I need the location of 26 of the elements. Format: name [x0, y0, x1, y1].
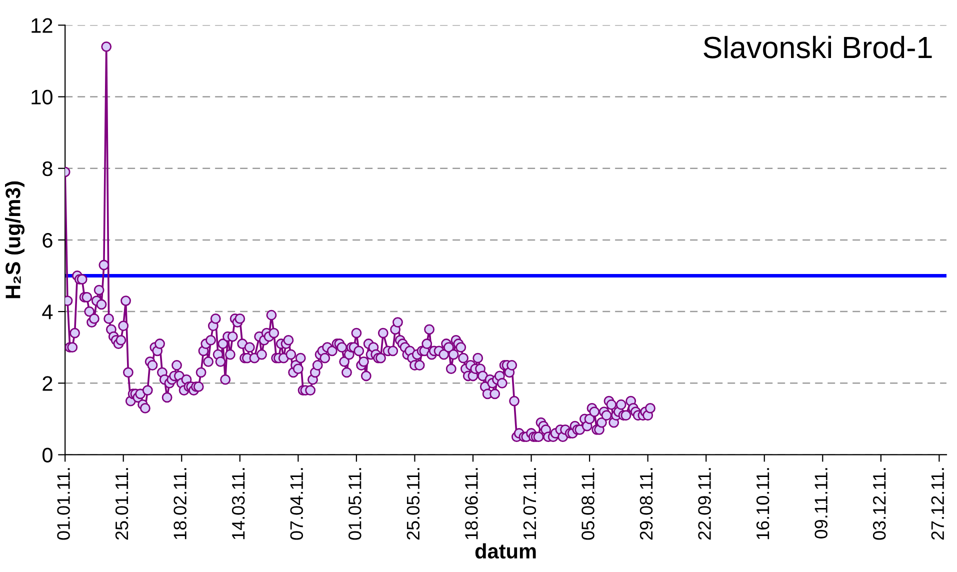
y-tick-label: 0: [42, 448, 52, 462]
y-tick-label: 8: [42, 161, 52, 176]
x-tick-label: 12.07.11.: [523, 468, 536, 540]
x-tick-label: 01.01.11.: [57, 468, 70, 540]
y-axis-title: H₂S (ug/m3): [5, 181, 25, 298]
y-tick-label: 6: [42, 232, 52, 248]
x-tick-label: 14.03.11.: [232, 468, 245, 540]
x-tick-label: 16.10.11.: [756, 468, 770, 540]
x-axis-title: datum: [475, 543, 536, 559]
x-tick-label: 01.05.11.: [348, 468, 362, 540]
chart-title: Slavonski Brod-1: [704, 36, 932, 58]
x-tick-label: 22.09.11.: [698, 468, 711, 540]
x-tick-label: 05.08.11.: [582, 468, 594, 540]
x-tick-label: 03.12.11.: [872, 468, 886, 540]
x-tick-label: 09.11.11.: [814, 468, 828, 538]
x-tick-label: 07.04.11.: [290, 468, 304, 540]
y-tick-label: 4: [42, 304, 53, 320]
x-tick-label: 29.08.11.: [640, 468, 653, 540]
x-tick-label: 18.02.11.: [174, 468, 186, 540]
x-tick-label: 27.12.11.: [931, 468, 944, 540]
y-tick-label: 12: [32, 18, 52, 33]
x-tick-label: 25.05.11.: [406, 468, 420, 540]
x-tick-label: 18.06.11.: [465, 468, 478, 540]
x-tick-label: 25.01.11.: [115, 468, 128, 540]
y-tick-label: 2: [42, 376, 52, 391]
y-tick-label: 10: [32, 90, 52, 105]
